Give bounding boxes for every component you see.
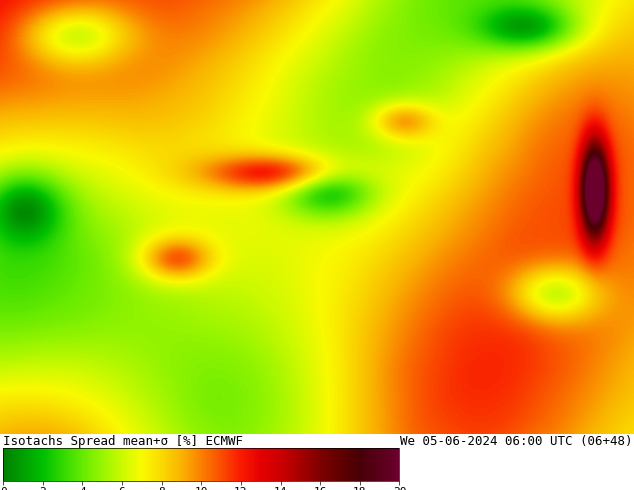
Text: Isotachs Spread mean+σ [%] ECMWF: Isotachs Spread mean+σ [%] ECMWF — [3, 435, 243, 448]
Text: We 05-06-2024 06:00 UTC (06+48): We 05-06-2024 06:00 UTC (06+48) — [400, 435, 633, 448]
